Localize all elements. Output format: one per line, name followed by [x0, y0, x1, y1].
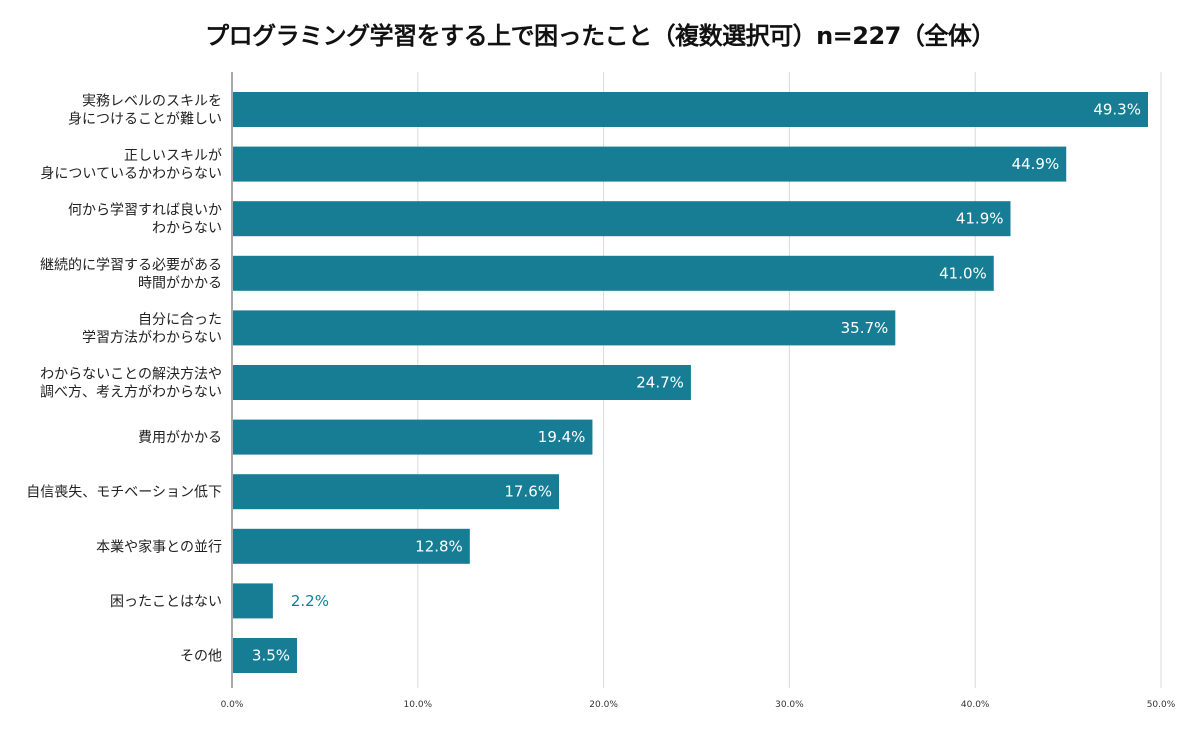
category-label: 費用がかかる — [138, 430, 222, 446]
value-label: 2.2% — [291, 592, 329, 610]
value-label: 44.9% — [1012, 155, 1060, 173]
category-label: 何から学習すれば良いか — [68, 203, 222, 219]
category-label: わからないことの解決方法や — [40, 367, 222, 383]
bar — [233, 583, 273, 619]
category-label: 身につけることが難しい — [68, 112, 222, 128]
value-label: 41.9% — [956, 210, 1004, 228]
category-label: 正しいスキルが — [124, 148, 222, 164]
category-label: わからない — [152, 221, 222, 237]
value-label: 17.6% — [504, 483, 552, 501]
bar — [233, 255, 994, 291]
value-label: 19.4% — [538, 428, 586, 446]
bar — [233, 201, 1011, 237]
category-label: 自信喪失、モチベーション低下 — [26, 485, 222, 501]
value-label: 24.7% — [636, 374, 684, 392]
chart-title: プログラミング学習をする上で困ったこと（複数選択可）n=227（全体） — [205, 22, 995, 50]
bar — [233, 528, 470, 564]
bar — [233, 419, 593, 455]
category-label: 困ったことはない — [110, 594, 222, 610]
bar — [233, 310, 896, 346]
value-label: 12.8% — [415, 537, 463, 555]
x-tick-label: 30.0% — [775, 700, 804, 710]
category-label: 時間がかかる — [138, 275, 222, 291]
category-label: 実務レベルのスキルを — [82, 94, 222, 110]
category-label: 継続的に学習する必要がある — [40, 256, 222, 273]
value-label: 35.7% — [841, 319, 889, 337]
bar — [233, 146, 1067, 182]
bar — [233, 365, 691, 400]
category-label: 身についているかわからない — [40, 166, 222, 182]
x-tick-label: 0.0% — [221, 700, 244, 710]
category-label: その他 — [180, 649, 222, 665]
x-tick-label: 40.0% — [961, 700, 990, 710]
category-label: 調べ方、考え方がわからない — [40, 385, 222, 401]
x-tick-label: 20.0% — [589, 700, 618, 710]
x-tick-label: 10.0% — [404, 700, 433, 710]
category-label: 本業や家事との並行 — [96, 538, 222, 555]
x-tick-label: 50.0% — [1147, 700, 1176, 710]
bar — [233, 474, 560, 510]
bar — [233, 92, 1148, 127]
category-label: 学習方法がわからない — [82, 330, 222, 346]
value-label: 41.0% — [939, 264, 987, 282]
value-label: 49.3% — [1093, 101, 1141, 119]
bar — [233, 638, 298, 673]
category-label: 自分に合った — [138, 312, 222, 328]
value-label: 3.5% — [252, 647, 290, 665]
